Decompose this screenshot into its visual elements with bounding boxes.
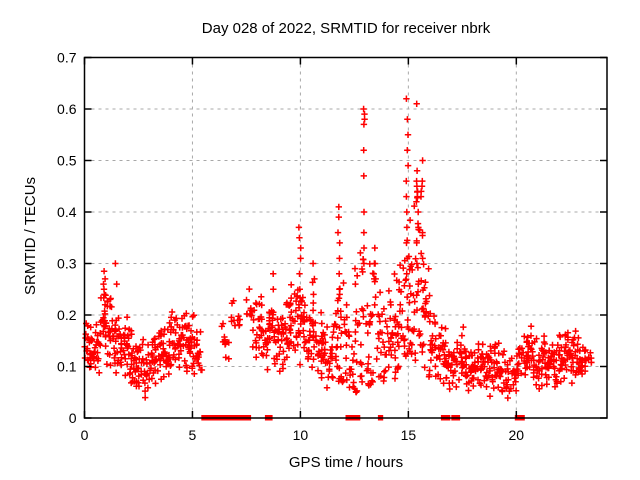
- y-tick-label: 0.2: [57, 307, 77, 323]
- tick-labels: 0 0.1 0.2 0.3 0.4 0.5 0.6 0.7 0 5 10 15 20: [57, 50, 524, 444]
- y-tick-label: 0.7: [57, 50, 77, 66]
- x-tick-label: 5: [189, 427, 197, 443]
- x-axis-label: GPS time / hours: [288, 454, 404, 471]
- y-tick-label: 0.6: [57, 101, 77, 117]
- x-tick-label: 15: [401, 427, 417, 443]
- y-tick-label: 0.5: [57, 153, 77, 169]
- gridlines: [84, 57, 607, 418]
- x-tick-label: 10: [293, 427, 309, 443]
- x-tick-label: 20: [509, 427, 525, 443]
- x-tick-label: 0: [81, 427, 89, 443]
- chart-title: Day 028 of 2022, SRMTID for receiver nbr…: [201, 20, 491, 37]
- plot-frame-and-ticks: [83, 56, 608, 419]
- scatter-points: [81, 95, 595, 402]
- y-tick-label: 0.3: [57, 256, 77, 272]
- y-tick-label: 0.1: [57, 359, 77, 375]
- y-tick-label: 0: [69, 410, 77, 426]
- y-tick-label: 0.4: [57, 204, 77, 220]
